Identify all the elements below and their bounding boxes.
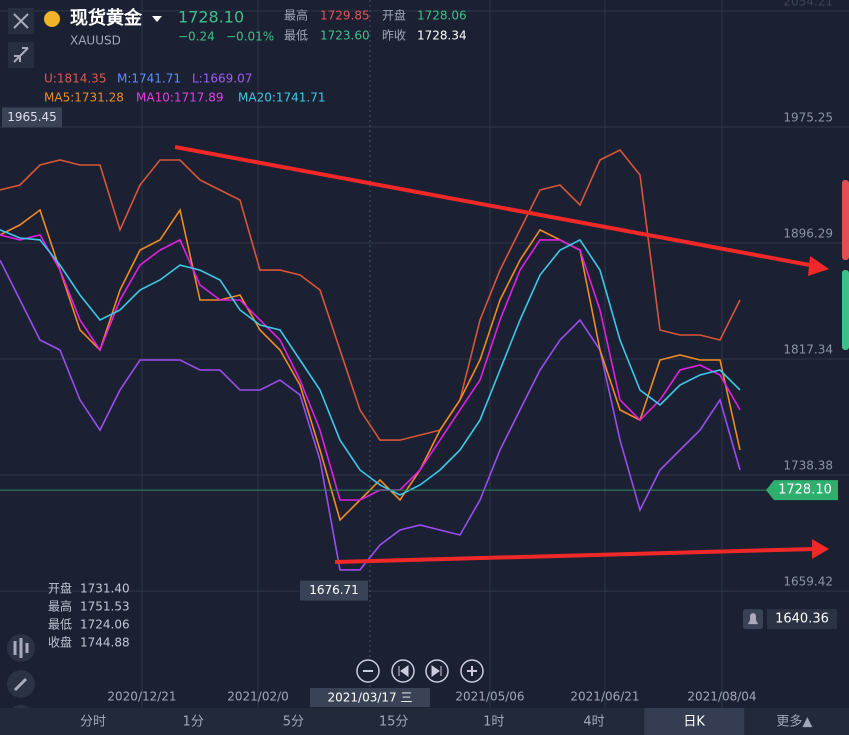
draw-tool[interactable] xyxy=(7,670,35,698)
high-mark-box xyxy=(2,107,62,128)
indicator-line xyxy=(0,233,741,501)
alert-label: 1640.36 xyxy=(775,612,829,627)
ohlc-value: 1724.06 xyxy=(80,618,130,632)
side-tab[interactable] xyxy=(842,180,849,260)
ohlc-value: 1751.53 xyxy=(80,600,130,614)
stat-value: 1723.60 xyxy=(320,29,370,43)
legend-entry: MA5:1731.28 xyxy=(44,91,124,105)
alert-box xyxy=(767,609,837,630)
trend-line xyxy=(174,145,816,268)
y-tick-label: 1896.29 xyxy=(783,227,833,241)
stat-label: 最高 xyxy=(284,8,308,23)
arrow-head xyxy=(812,539,829,559)
ohlc-label: 最低 xyxy=(48,618,72,632)
ohlc-label: 收盘 xyxy=(48,635,72,650)
x-tick-label: 2021/08/04 xyxy=(687,690,756,704)
tab[interactable]: 日K xyxy=(683,715,705,730)
tab[interactable]: 1分 xyxy=(183,715,204,730)
legend: U:1814.35 M:1741.71 L:1669.07 MA5:1731.28 MA… xyxy=(44,72,326,105)
stat-value: 1728.06 xyxy=(417,9,467,23)
stat-label: 昨收 xyxy=(382,29,406,43)
tab[interactable]: 4时 xyxy=(583,715,604,730)
indicator-line xyxy=(0,229,741,496)
x-tick-label: 2021/06/21 xyxy=(570,690,639,704)
x-tick-label: 2020/12/21 xyxy=(107,690,176,704)
legend-entry: U:1814.35 xyxy=(44,72,106,86)
header: 现货黄金 XAUUSD 1728.10 −0.24 −0.01% 最高 1729… xyxy=(8,7,467,68)
trend-line xyxy=(334,547,816,564)
stat-value: 1729.85 xyxy=(320,9,370,23)
legend-entry: MA20:1741.71 xyxy=(238,91,326,105)
tab[interactable]: 更多▲ xyxy=(776,714,812,730)
stat-label: 最低 xyxy=(284,29,308,43)
dropdown-icon[interactable] xyxy=(152,16,162,22)
tab[interactable]: 1时 xyxy=(483,715,504,730)
y-tick-label: 1738.38 xyxy=(783,459,833,473)
indicator-line xyxy=(0,259,741,571)
arrow-head xyxy=(808,256,829,276)
active-tab-bg xyxy=(644,708,745,735)
indicator-line xyxy=(0,148,741,441)
stat-value: 1728.34 xyxy=(417,29,467,43)
last-price-tag xyxy=(766,480,838,501)
last-price-label: 1728.10 xyxy=(778,483,832,498)
low-mark-box xyxy=(300,580,368,601)
y-tick-label: 2054.21 xyxy=(783,0,833,8)
close-button[interactable] xyxy=(8,8,34,34)
trend-arrows xyxy=(174,145,829,564)
ohlc-value: 1744.88 xyxy=(80,636,130,650)
tabs: 分时 1分 5分 15分 1时 4时 日K 更多▲ xyxy=(80,708,812,735)
zoom-out[interactable] xyxy=(356,659,380,683)
side-tab[interactable] xyxy=(842,270,849,350)
crosshair-label: 2021/03/17 三 xyxy=(328,691,413,705)
low-mark: 1676.71 xyxy=(309,583,359,597)
stat-label: 开盘 xyxy=(382,8,406,23)
ohlc-label: 最高 xyxy=(48,599,72,614)
gold-icon xyxy=(44,11,60,27)
tab[interactable]: 分时 xyxy=(80,715,106,730)
legend-entry: MA10:1717.89 xyxy=(136,91,224,105)
tab[interactable]: 5分 xyxy=(283,715,304,730)
y-tick-label: 1659.42 xyxy=(783,575,833,589)
instrument-name: 现货黄金 xyxy=(70,7,143,29)
change: −0.24 xyxy=(178,30,215,44)
high-mark: 1965.45 xyxy=(7,110,57,124)
legend-entry: L:1669.07 xyxy=(192,72,252,86)
overlay: 2021/03/17 三 1728.10 1965.45 1676.71 1640.36 xyxy=(0,107,838,707)
indicator-tool[interactable] xyxy=(7,634,35,662)
tab[interactable]: 15分 xyxy=(379,715,409,730)
step-forward[interactable] xyxy=(425,659,449,683)
symbol: XAUUSD xyxy=(70,34,121,48)
y-tick-label: 1817.34 xyxy=(783,343,833,357)
price: 1728.10 xyxy=(178,8,244,27)
ohlc: 开盘 1731.40 最高 1751.53 最低 1724.06 收盘 1744.88 xyxy=(48,581,130,650)
x-tick-label: 2021/02/0 xyxy=(227,690,289,704)
crosshair-box xyxy=(310,688,430,707)
shrink-button[interactable] xyxy=(8,42,34,68)
step-back[interactable] xyxy=(391,659,415,683)
zoom-in[interactable] xyxy=(460,659,484,683)
bell-icon xyxy=(748,613,758,625)
ohlc-value: 1731.40 xyxy=(80,582,130,596)
grid: 2054.21 1975.25 1896.29 1817.34 1738.38 1659.… xyxy=(0,0,849,708)
ohlc-label: 开盘 xyxy=(48,581,72,596)
change-pct: −0.01% xyxy=(226,30,274,44)
nav-buttons xyxy=(356,659,484,683)
legend-entry: M:1741.71 xyxy=(117,72,181,86)
y-tick-label: 1975.25 xyxy=(783,111,833,125)
x-tick-label: 2021/05/06 xyxy=(455,690,524,704)
